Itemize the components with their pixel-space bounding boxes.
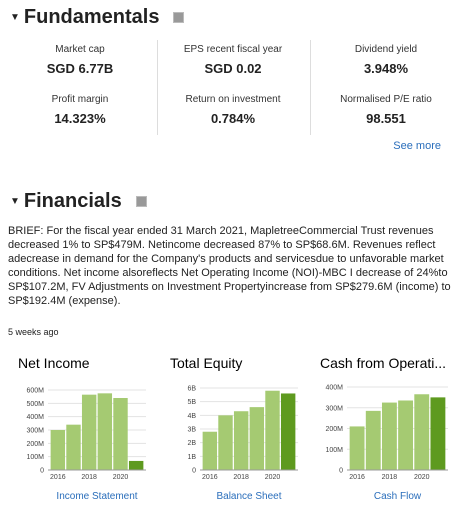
- metric: EPS recent fiscal year SGD 0.02: [158, 44, 308, 76]
- y-tick-label: 0: [40, 468, 44, 475]
- bar: [414, 394, 430, 470]
- brief-text: BRIEF: For the fiscal year ended 31 Marc…: [8, 225, 451, 307]
- metric: Return on investment 0.784%: [158, 94, 308, 126]
- metric-label: Dividend yield: [354, 44, 418, 55]
- metric: Market cap SGD 6.77B: [5, 44, 155, 76]
- metric: Profit margin 14.323%: [5, 94, 155, 126]
- see-more-link[interactable]: See more: [393, 140, 441, 152]
- metric-value: 14.323%: [54, 111, 106, 126]
- divider: [310, 40, 311, 135]
- x-tick-label: 2020: [265, 474, 281, 481]
- mini-chart[interactable]: Cash from Operati... 0 100M 200M 300M 400M 201…: [302, 350, 462, 509]
- section-title: Fundamentals: [23, 6, 160, 28]
- y-tick-label: 100M: [325, 447, 343, 454]
- y-tick-label: 200M: [325, 426, 343, 433]
- y-tick-label: 400M: [325, 385, 343, 392]
- bar: [265, 390, 280, 470]
- x-tick-label: 2016: [202, 474, 218, 481]
- y-tick-label: 600M: [26, 388, 44, 395]
- mini-chart[interactable]: Net Income 0 100M 200M 300M 400M 500M 600M 2016 2…: [0, 350, 160, 509]
- y-tick-label: 100M: [26, 454, 44, 461]
- bar: [81, 394, 97, 470]
- info-icon[interactable]: [135, 196, 147, 207]
- metric: Dividend yield 3.948%: [311, 44, 461, 76]
- bar: [430, 397, 446, 470]
- metric-label: Market cap: [55, 44, 105, 55]
- y-tick-label: 500M: [26, 401, 44, 408]
- chart-title: Total Equity: [170, 355, 242, 371]
- x-tick-label: 2016: [349, 474, 365, 481]
- bar: [233, 411, 249, 470]
- info-icon[interactable]: [173, 12, 185, 23]
- metric: Normalised P/E ratio 98.551: [311, 94, 461, 126]
- bar: [280, 393, 296, 470]
- x-tick-label: 2018: [81, 474, 97, 481]
- section-title: Financials: [23, 190, 122, 212]
- y-tick-label: 200M: [26, 441, 44, 448]
- bar: [249, 407, 265, 470]
- y-tick-label: 1B: [187, 454, 196, 461]
- x-tick-label: 2020: [414, 474, 430, 481]
- y-tick-label: 5B: [187, 399, 196, 406]
- bar: [66, 424, 81, 470]
- bar: [218, 415, 233, 470]
- bar: [128, 460, 144, 470]
- y-tick-label: 2B: [187, 440, 196, 447]
- fundamentals-header[interactable]: ▼ Fundamentals: [10, 6, 185, 29]
- metric-value: 98.551: [366, 111, 406, 126]
- y-tick-label: 3B: [187, 427, 196, 434]
- metric-value: SGD 6.77B: [46, 61, 114, 76]
- x-tick-label: 2018: [233, 474, 249, 481]
- metric-label: Return on investment: [185, 94, 281, 105]
- y-tick-label: 300M: [325, 405, 343, 412]
- metric-label: Profit margin: [51, 94, 109, 105]
- metric-value: 3.948%: [363, 61, 409, 76]
- x-tick-label: 2016: [50, 474, 66, 481]
- metric-label: Normalised P/E ratio: [340, 94, 432, 105]
- y-tick-label: 0: [192, 468, 196, 475]
- bar: [202, 431, 218, 470]
- financials-header[interactable]: ▼ Financials: [10, 190, 147, 213]
- bar: [97, 393, 113, 470]
- x-tick-label: 2020: [113, 474, 129, 481]
- chart-title: Net Income: [18, 355, 90, 371]
- metric-label: EPS recent fiscal year: [183, 44, 283, 55]
- y-tick-label: 0: [339, 468, 343, 475]
- bar: [113, 398, 128, 470]
- y-tick-label: 4B: [187, 413, 196, 420]
- bar: [349, 426, 365, 470]
- bar: [365, 410, 381, 470]
- statement-link[interactable]: Income Statement: [56, 491, 137, 502]
- bar: [398, 400, 414, 470]
- divider: [157, 40, 158, 135]
- timestamp: 5 weeks ago: [8, 327, 59, 337]
- mini-chart[interactable]: Total Equity 0 1B 2B 3B 4B 5B 6B 2016 2018 2020 Bal…: [152, 350, 312, 509]
- y-tick-label: 300M: [26, 428, 44, 435]
- statement-link[interactable]: Balance Sheet: [216, 491, 281, 502]
- y-tick-label: 6B: [187, 386, 196, 393]
- y-tick-label: 400M: [26, 414, 44, 421]
- statement-link[interactable]: Cash Flow: [374, 491, 422, 502]
- metric-value: SGD 0.02: [204, 61, 262, 76]
- chart-title: Cash from Operati...: [320, 355, 446, 371]
- x-tick-label: 2018: [382, 474, 398, 481]
- bar: [50, 430, 66, 470]
- metric-value: 0.784%: [210, 111, 256, 126]
- bar: [381, 402, 397, 470]
